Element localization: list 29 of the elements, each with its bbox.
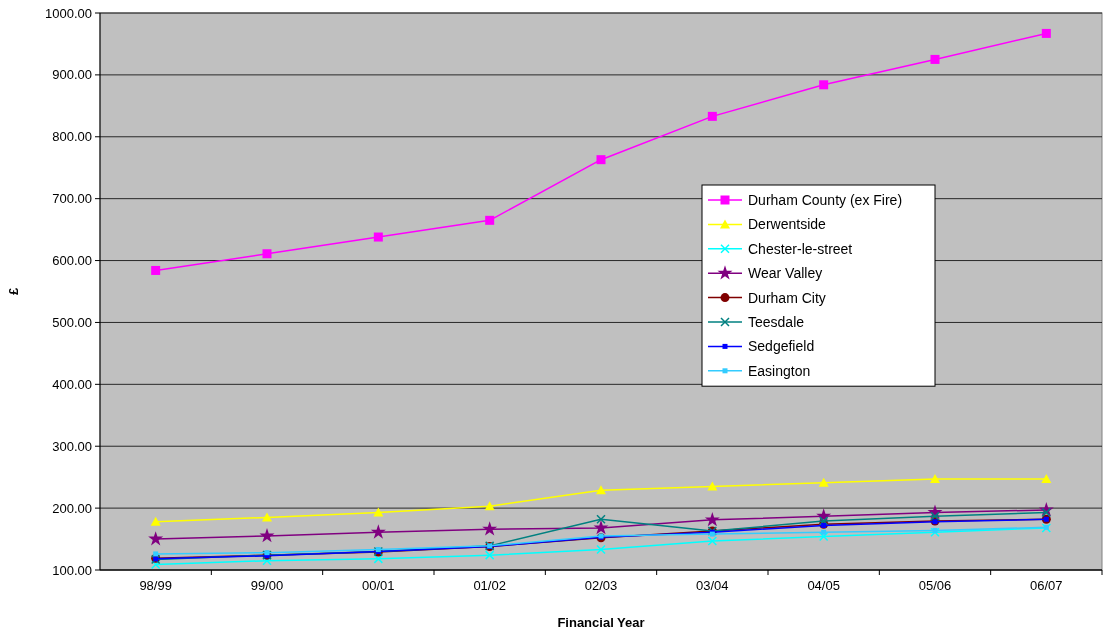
x-tick-label: 00/01 xyxy=(362,578,395,593)
x-tick-label: 99/00 xyxy=(250,578,284,593)
x-tick-label: 04/05 xyxy=(807,578,840,593)
legend-label: Durham County (ex Fire) xyxy=(748,191,903,208)
x-tick-label: 03/04 xyxy=(696,578,729,593)
x-tick-label: 06/07 xyxy=(1030,578,1063,593)
legend-label: Chester-le-street xyxy=(748,240,853,257)
y-tick-label: 300.00 xyxy=(52,438,92,454)
y-tick-label: 900.00 xyxy=(52,67,92,83)
y-tick-label: 400.00 xyxy=(52,376,92,392)
y-tick-label: 800.00 xyxy=(52,129,92,145)
legend-label: Wear Valley xyxy=(748,265,823,282)
x-axis-title: Financial Year xyxy=(557,615,645,630)
y-tick-label: 1000.00 xyxy=(45,5,92,21)
legend-label: Durham City xyxy=(748,289,826,306)
y-axis-title: £ xyxy=(6,287,21,296)
x-tick-label: 98/99 xyxy=(139,578,172,593)
x-tick-label: 05/06 xyxy=(918,578,952,593)
y-tick-label: 700.00 xyxy=(52,191,92,207)
legend-label: Sedgefield xyxy=(748,338,815,355)
legend-label: Teesdale xyxy=(748,313,805,330)
legend-label: Derwentside xyxy=(748,216,827,233)
y-tick-label: 600.00 xyxy=(52,253,92,269)
y-tick-label: 200.00 xyxy=(52,500,92,516)
x-tick-label: 01/02 xyxy=(473,578,506,593)
x-tick-label: 02/03 xyxy=(584,578,618,593)
legend-label: Easington xyxy=(748,362,811,379)
y-tick-label: 100.00 xyxy=(52,562,92,578)
y-tick-label: 500.00 xyxy=(52,314,92,330)
